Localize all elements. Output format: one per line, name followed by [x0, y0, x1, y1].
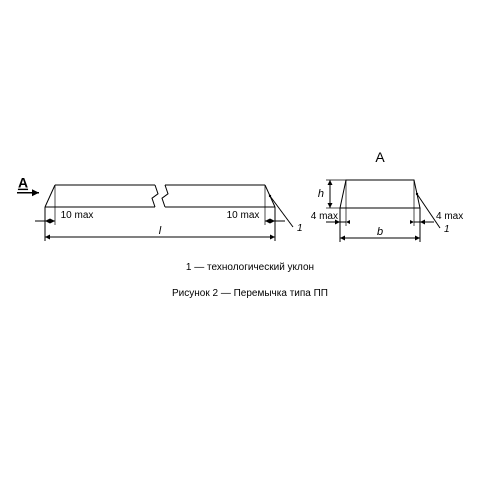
svg-text:l: l	[159, 225, 162, 237]
section-view-a: Аh 4 max 4 max b 1	[311, 149, 463, 242]
figure-caption: Рисунок 2 — Перемычка типа ПП	[0, 288, 500, 299]
svg-text:4 max: 4 max	[436, 211, 463, 222]
svg-text:А: А	[18, 175, 28, 191]
svg-text:10 max: 10 max	[227, 210, 260, 221]
svg-text:А: А	[375, 149, 385, 165]
svg-text:h: h	[318, 188, 324, 200]
legend-text: 1 — технологический уклон	[0, 262, 500, 273]
svg-text:10 max: 10 max	[61, 210, 94, 221]
svg-text:1: 1	[444, 224, 450, 235]
svg-text:1: 1	[297, 223, 303, 234]
technical-drawing: А 10 max 10 max l 1 Аh 4 max 4 max b 1	[0, 0, 500, 500]
svg-text:b: b	[377, 226, 383, 238]
main-elevation-view: А 10 max 10 max l 1	[17, 175, 303, 241]
svg-text:4 max: 4 max	[311, 211, 338, 222]
